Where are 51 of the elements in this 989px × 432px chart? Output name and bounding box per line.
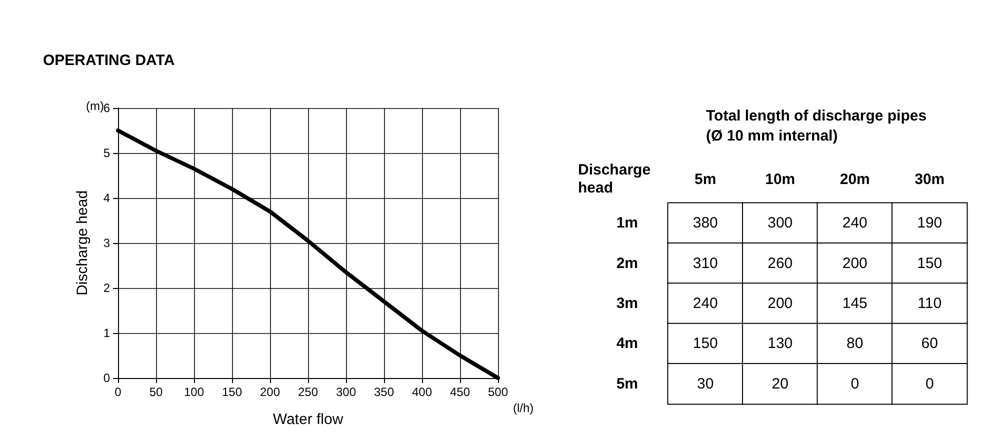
x-tick-label: 30m (914, 171, 945, 188)
y-tick-label: 4m (616, 335, 638, 352)
x-tick-label: 500 (488, 385, 508, 399)
x-tick-label: 450 (450, 385, 470, 399)
x-tick-label: 10m (765, 171, 796, 188)
data-label: 260 (768, 254, 793, 272)
data-label: 200 (842, 254, 868, 272)
data-label: 130 (768, 335, 793, 352)
x-tick-label: 100 (184, 385, 204, 399)
y-tick-label: 3 (103, 236, 110, 250)
y-tick-label: 2m (616, 254, 638, 272)
data-label: 150 (692, 335, 718, 352)
x-tick-label: 0 (114, 385, 122, 399)
data-label: 145 (842, 295, 868, 312)
x-axis-title: Water flow (272, 411, 344, 428)
y-tick-label: 5 (103, 146, 110, 160)
x-tick-label: 400 (412, 385, 432, 399)
data-label: 380 (692, 214, 718, 232)
y-tick-label: 6 (103, 101, 110, 115)
data-label: 150 (917, 254, 942, 272)
y-axis-title: Discharge head (74, 190, 91, 296)
x-tick-label: 300 (336, 385, 356, 399)
data-label: 200 (768, 295, 793, 312)
y-tick-label: 0 (103, 371, 110, 385)
chart-title: Total length of discharge pipes (Ø 10 mm internal) (706, 108, 931, 144)
y-tick-label: 3m (616, 295, 638, 312)
data-label: 30 (697, 375, 714, 392)
data-label: 190 (917, 214, 942, 232)
text: (m) (86, 99, 104, 113)
x-tick-label: 250 (298, 385, 318, 399)
data-label: 80 (846, 335, 864, 352)
y-tick-label: 4 (103, 191, 110, 205)
x-tick-label: 350 (374, 385, 394, 399)
x-tick-label: 50 (149, 385, 163, 399)
x-tick-label: 150 (222, 385, 242, 399)
y-tick-label: 1m (616, 214, 638, 232)
data-label: 240 (692, 295, 718, 312)
x-tick-label: 5m (694, 171, 716, 188)
data-label: 310 (692, 254, 718, 272)
y-tick-label: 1 (103, 326, 110, 340)
data-label: 20 (772, 375, 788, 392)
chart-title: OPERATING DATA (43, 52, 175, 69)
data-label: 300 (768, 214, 793, 232)
y-tick-label: 2 (103, 281, 110, 295)
data-label: 60 (921, 335, 938, 352)
data-label: 240 (842, 214, 868, 232)
x-tick-label: 20m (840, 171, 870, 188)
x-tick-label: 200 (260, 385, 280, 399)
text: (l/h) (513, 401, 534, 415)
y-axis-title: Discharge head (578, 162, 655, 196)
data-label: 110 (918, 295, 942, 312)
